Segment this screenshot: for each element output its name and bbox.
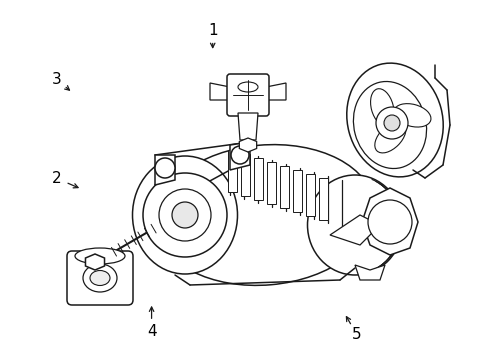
Ellipse shape <box>346 63 442 177</box>
Ellipse shape <box>353 81 426 168</box>
FancyBboxPatch shape <box>226 74 268 116</box>
Polygon shape <box>229 142 249 170</box>
Ellipse shape <box>393 104 430 127</box>
FancyBboxPatch shape <box>227 150 237 192</box>
Circle shape <box>159 189 210 241</box>
Ellipse shape <box>238 82 258 92</box>
Polygon shape <box>209 83 229 100</box>
Circle shape <box>142 173 226 257</box>
FancyBboxPatch shape <box>266 162 275 204</box>
Polygon shape <box>265 83 285 100</box>
FancyBboxPatch shape <box>292 170 302 212</box>
Polygon shape <box>85 254 104 270</box>
Polygon shape <box>329 215 379 245</box>
Text: 2: 2 <box>51 171 61 186</box>
Ellipse shape <box>83 264 117 292</box>
Text: 3: 3 <box>51 72 61 87</box>
Polygon shape <box>239 138 256 152</box>
FancyBboxPatch shape <box>305 174 314 216</box>
Circle shape <box>375 107 407 139</box>
Polygon shape <box>155 155 175 185</box>
FancyBboxPatch shape <box>241 154 249 196</box>
Circle shape <box>155 158 175 178</box>
Text: 5: 5 <box>351 327 361 342</box>
FancyBboxPatch shape <box>280 166 288 208</box>
Text: 1: 1 <box>207 23 217 38</box>
Polygon shape <box>238 113 258 140</box>
FancyBboxPatch shape <box>318 178 327 220</box>
Circle shape <box>172 202 198 228</box>
FancyBboxPatch shape <box>253 158 263 200</box>
Ellipse shape <box>132 156 237 274</box>
Ellipse shape <box>307 175 402 275</box>
Ellipse shape <box>75 248 125 264</box>
Circle shape <box>230 146 248 164</box>
Text: 4: 4 <box>146 324 156 339</box>
Ellipse shape <box>374 122 405 153</box>
Ellipse shape <box>155 145 374 285</box>
Circle shape <box>383 115 399 131</box>
Ellipse shape <box>370 89 393 126</box>
Polygon shape <box>354 265 384 280</box>
Circle shape <box>367 200 411 244</box>
Ellipse shape <box>90 270 110 285</box>
Polygon shape <box>361 188 417 255</box>
FancyBboxPatch shape <box>67 251 133 305</box>
